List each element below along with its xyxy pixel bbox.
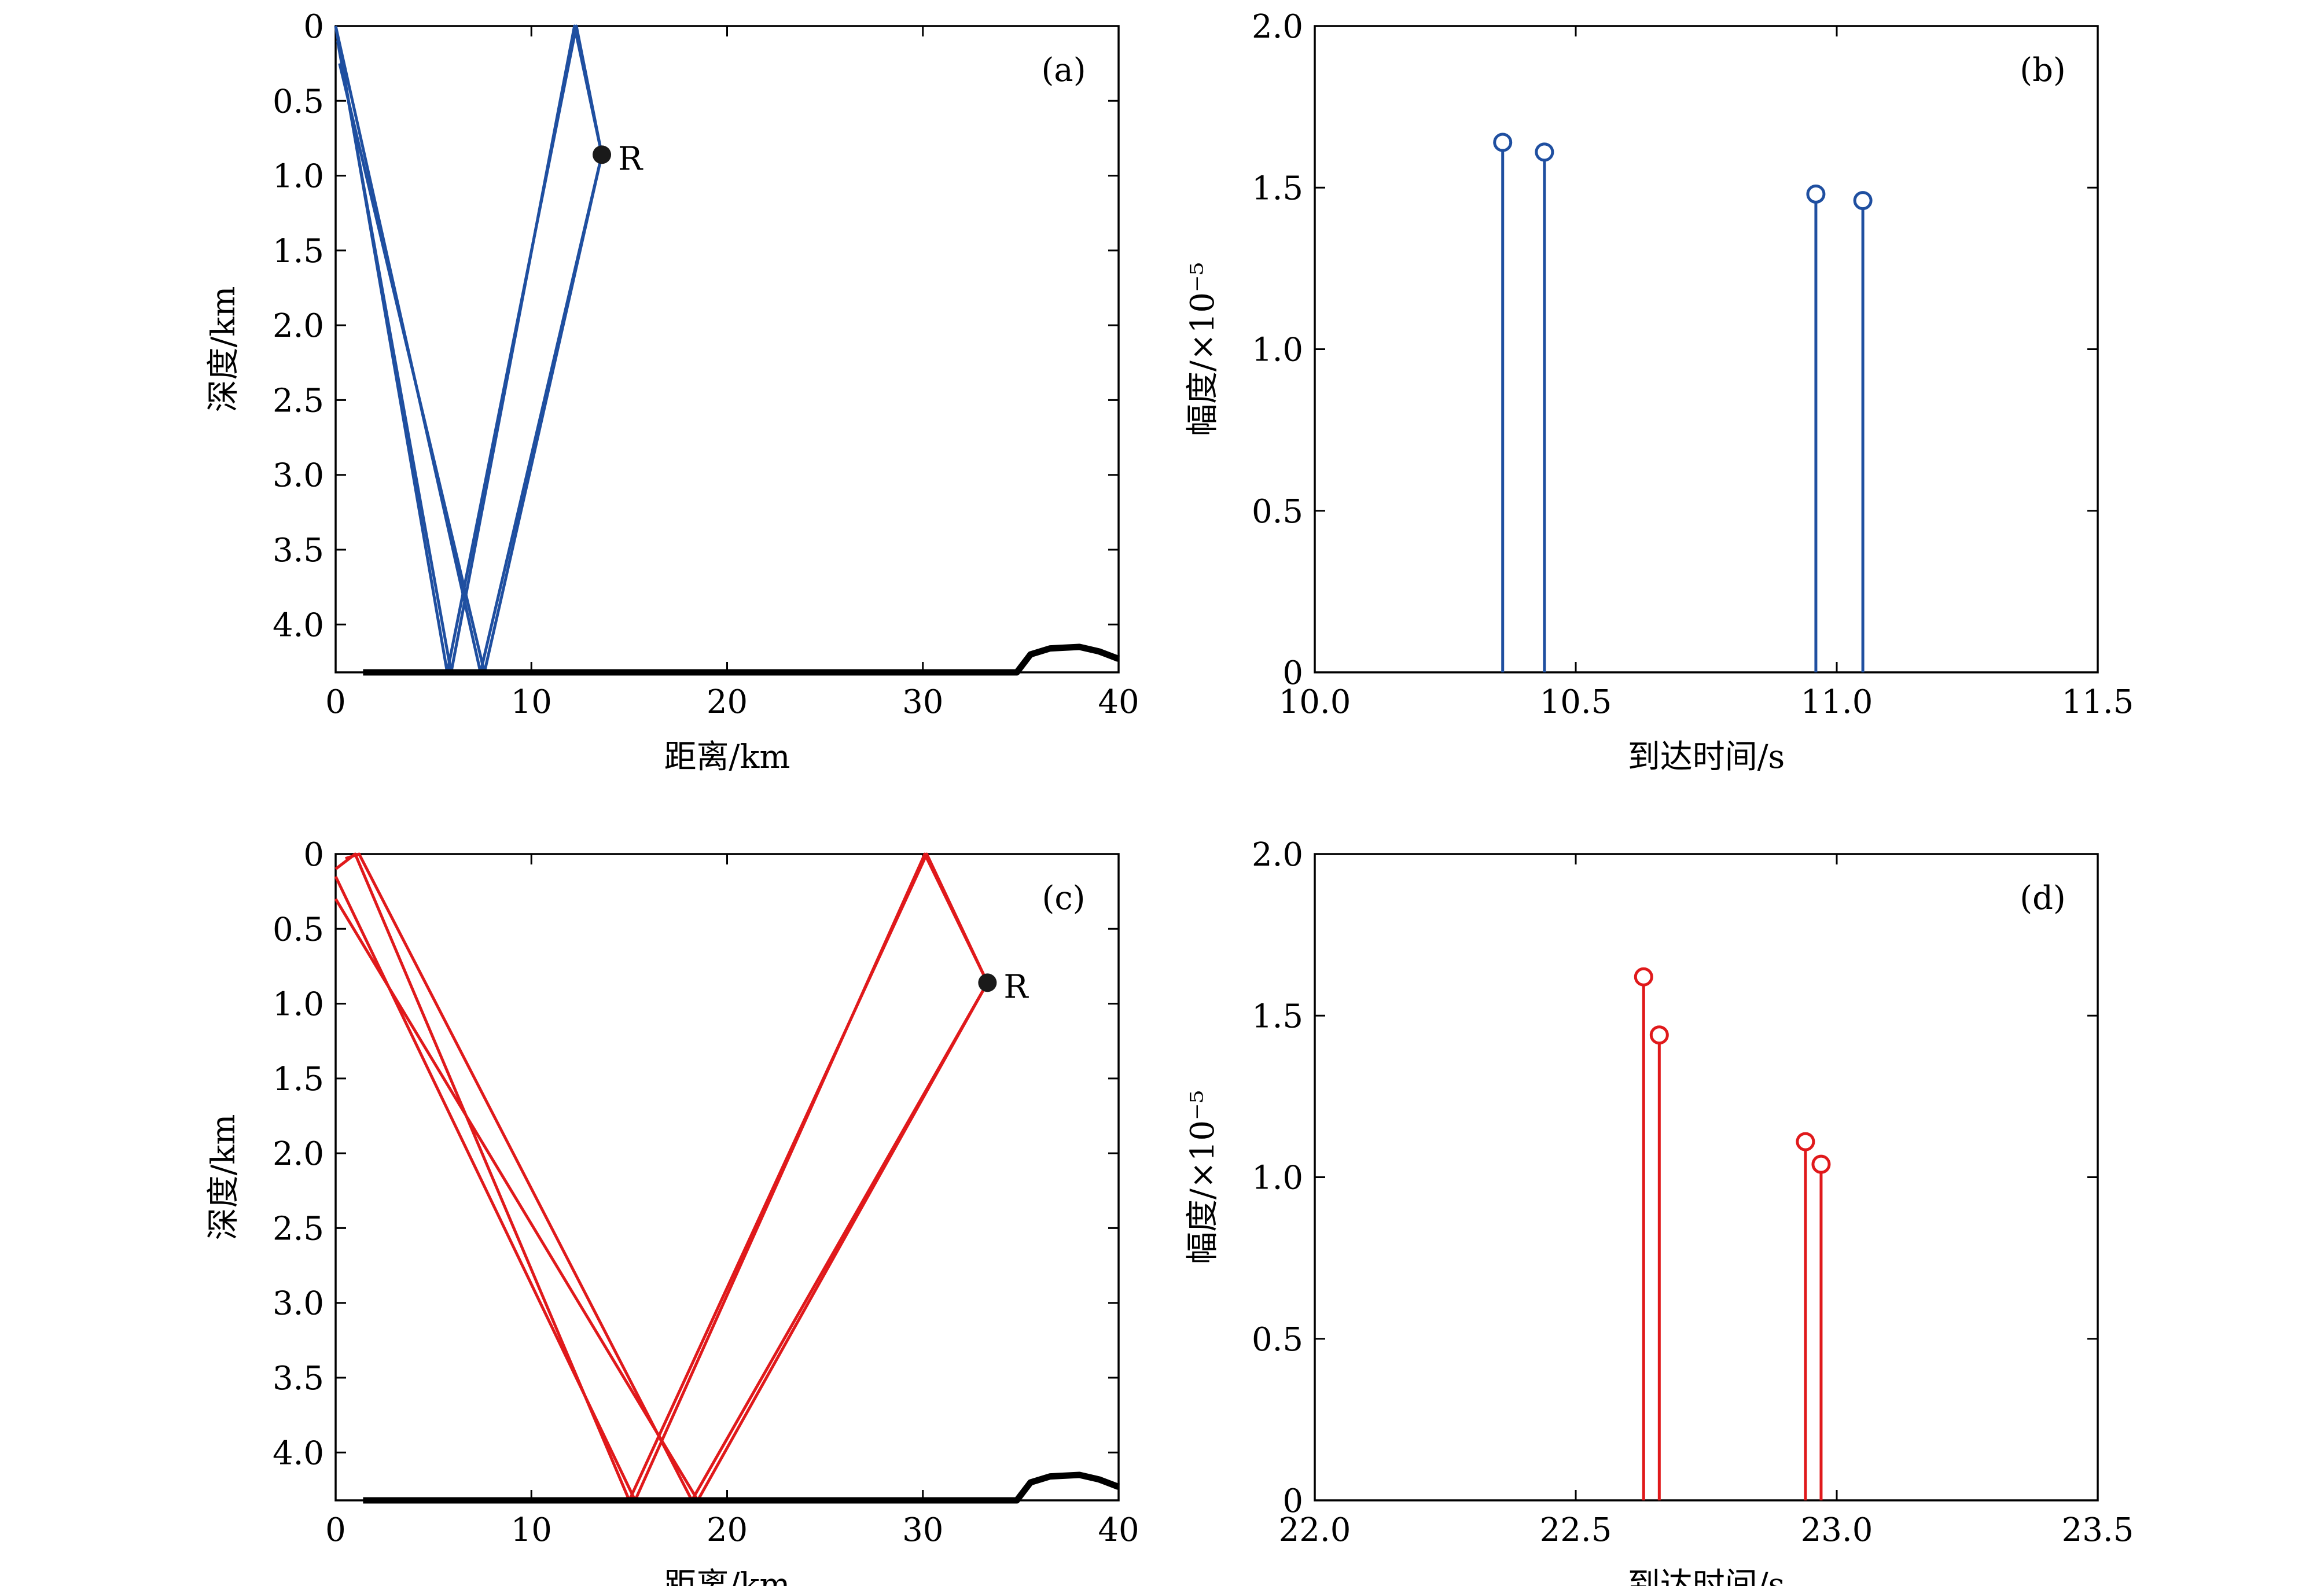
stem-marker: [1649, 1025, 1669, 1045]
stem-marker: [1535, 142, 1554, 162]
y-tick-label: 1.5: [1252, 170, 1303, 207]
x-tick-label: 10: [511, 683, 552, 721]
panel-tag: (c): [1042, 880, 1085, 917]
receiver-marker: [978, 973, 997, 992]
x-tick-label: 40: [1098, 1511, 1139, 1549]
y-tick-label: 2.5: [273, 1210, 324, 1248]
panel-tag: (d): [2020, 880, 2066, 917]
plot-frame: [334, 25, 1120, 674]
ray-path-1: [334, 852, 989, 1502]
y-tick-label: 0: [303, 836, 324, 874]
panel-b: 10.0 10.5 11.0 11.5 0 0.5 1.0 1.5 2.0 到达时间/s 幅度/×1…: [1184, 8, 2134, 776]
x-tick-label: 40: [1098, 683, 1139, 721]
y-tick-label: 3.5: [273, 532, 324, 569]
panel-tag: (a): [1041, 51, 1086, 89]
x-tick-label: 30: [902, 1511, 943, 1549]
x-tick-label: 23.0: [1801, 1511, 1873, 1549]
panel-tag: (b): [2020, 51, 2066, 89]
y-tick-label: 1.5: [273, 1061, 324, 1098]
y-tick-label: 2.0: [273, 1135, 324, 1173]
y-tick-label: 1.0: [1252, 332, 1303, 369]
x-tick-label: 11.0: [1801, 683, 1873, 721]
x-axis-label: 距离/km: [664, 738, 790, 776]
y-tick-label: 0.5: [1252, 1321, 1303, 1359]
x-tick-label: 20: [707, 683, 748, 721]
y-axis-label: 深度/km: [205, 286, 242, 413]
stem-marker: [1493, 133, 1513, 152]
x-tick-label: 20: [707, 1511, 748, 1549]
x-tick-label: 30: [902, 683, 943, 721]
y-tick-label: 0: [303, 8, 324, 46]
receiver-marker: [593, 145, 612, 164]
stem-marker: [1853, 191, 1873, 211]
y-tick-label: 3.0: [273, 457, 324, 495]
x-tick-label: 22.0: [1279, 1511, 1351, 1549]
y-axis-label: 深度/km: [205, 1114, 242, 1241]
ray-path-2: [334, 852, 989, 1502]
ray-path-2: [336, 24, 604, 674]
y-tick-label: 0: [1282, 654, 1303, 692]
ray-path-4: [338, 63, 604, 674]
y-tick-label: 0: [1282, 1482, 1303, 1520]
y-tick-label: 1.5: [273, 233, 324, 270]
panel-c: 0 10 20 30 40 0 0.5 1.0 1.5 2.0 2.5 3.0 3.5 4.0 距离/km 深…: [205, 836, 1139, 1586]
panel-d: 22.0 22.5 23.0 23.5 0 0.5 1.0 1.5 2.0 到达时间/s 幅度/×1…: [1184, 836, 2134, 1586]
x-axis-label: 到达时间/s: [1628, 1566, 1785, 1586]
plot-frame: [1314, 853, 2099, 1502]
stem-marker: [1811, 1154, 1831, 1174]
seabed-line: [363, 1471, 1120, 1504]
x-tick-label: 0: [325, 1511, 346, 1549]
x-tick-label: 10.5: [1540, 683, 1612, 721]
y-tick-label: 3.0: [273, 1285, 324, 1323]
stem-marker: [1806, 184, 1826, 204]
y-tick-label: 2.0: [1252, 836, 1303, 874]
y-tick-label: 3.5: [273, 1360, 324, 1397]
y-tick-label: 2.0: [1252, 8, 1303, 46]
panel-a: 0 10 20 30 40 0 0.5 1.0 1.5 2.0 2.5 3.0 3.5 4.0 距离/km 深…: [205, 8, 1139, 776]
x-tick-label: 10.0: [1279, 683, 1351, 721]
y-tick-label: 2.0: [273, 307, 324, 345]
y-tick-label: 1.0: [273, 158, 324, 196]
x-tick-label: 23.5: [2062, 1511, 2134, 1549]
y-tick-label: 2.5: [273, 382, 324, 420]
x-tick-label: 0: [325, 683, 346, 721]
stem-marker: [1796, 1132, 1815, 1151]
y-tick-label: 4.0: [273, 1434, 324, 1472]
x-axis-label: 到达时间/s: [1628, 738, 1785, 776]
y-tick-label: 0.5: [273, 83, 324, 120]
y-tick-label: 1.0: [1252, 1160, 1303, 1197]
plot-frame: [1314, 25, 2099, 674]
plot-frame: [334, 853, 1120, 1502]
y-tick-label: 1.5: [1252, 998, 1303, 1035]
ray-path-4: [334, 898, 989, 1502]
ray-path-3: [345, 852, 989, 1502]
receiver-label: R: [618, 140, 643, 178]
x-tick-label: 10: [511, 1511, 552, 1549]
x-tick-label: 11.5: [2062, 683, 2134, 721]
y-tick-label: 4.0: [273, 606, 324, 644]
y-tick-label: 0.5: [273, 911, 324, 948]
receiver-label: R: [1003, 968, 1029, 1006]
y-tick-label: 0.5: [1252, 493, 1303, 531]
y-axis-label: 幅度/×10⁻⁵: [1184, 262, 1222, 436]
stem-marker: [1634, 967, 1653, 987]
y-axis-label: 幅度/×10⁻⁵: [1184, 1090, 1222, 1264]
seabed-line: [363, 643, 1120, 676]
y-tick-label: 1.0: [273, 986, 324, 1024]
x-tick-label: 22.5: [1540, 1511, 1612, 1549]
x-axis-label: 距离/km: [664, 1566, 790, 1586]
